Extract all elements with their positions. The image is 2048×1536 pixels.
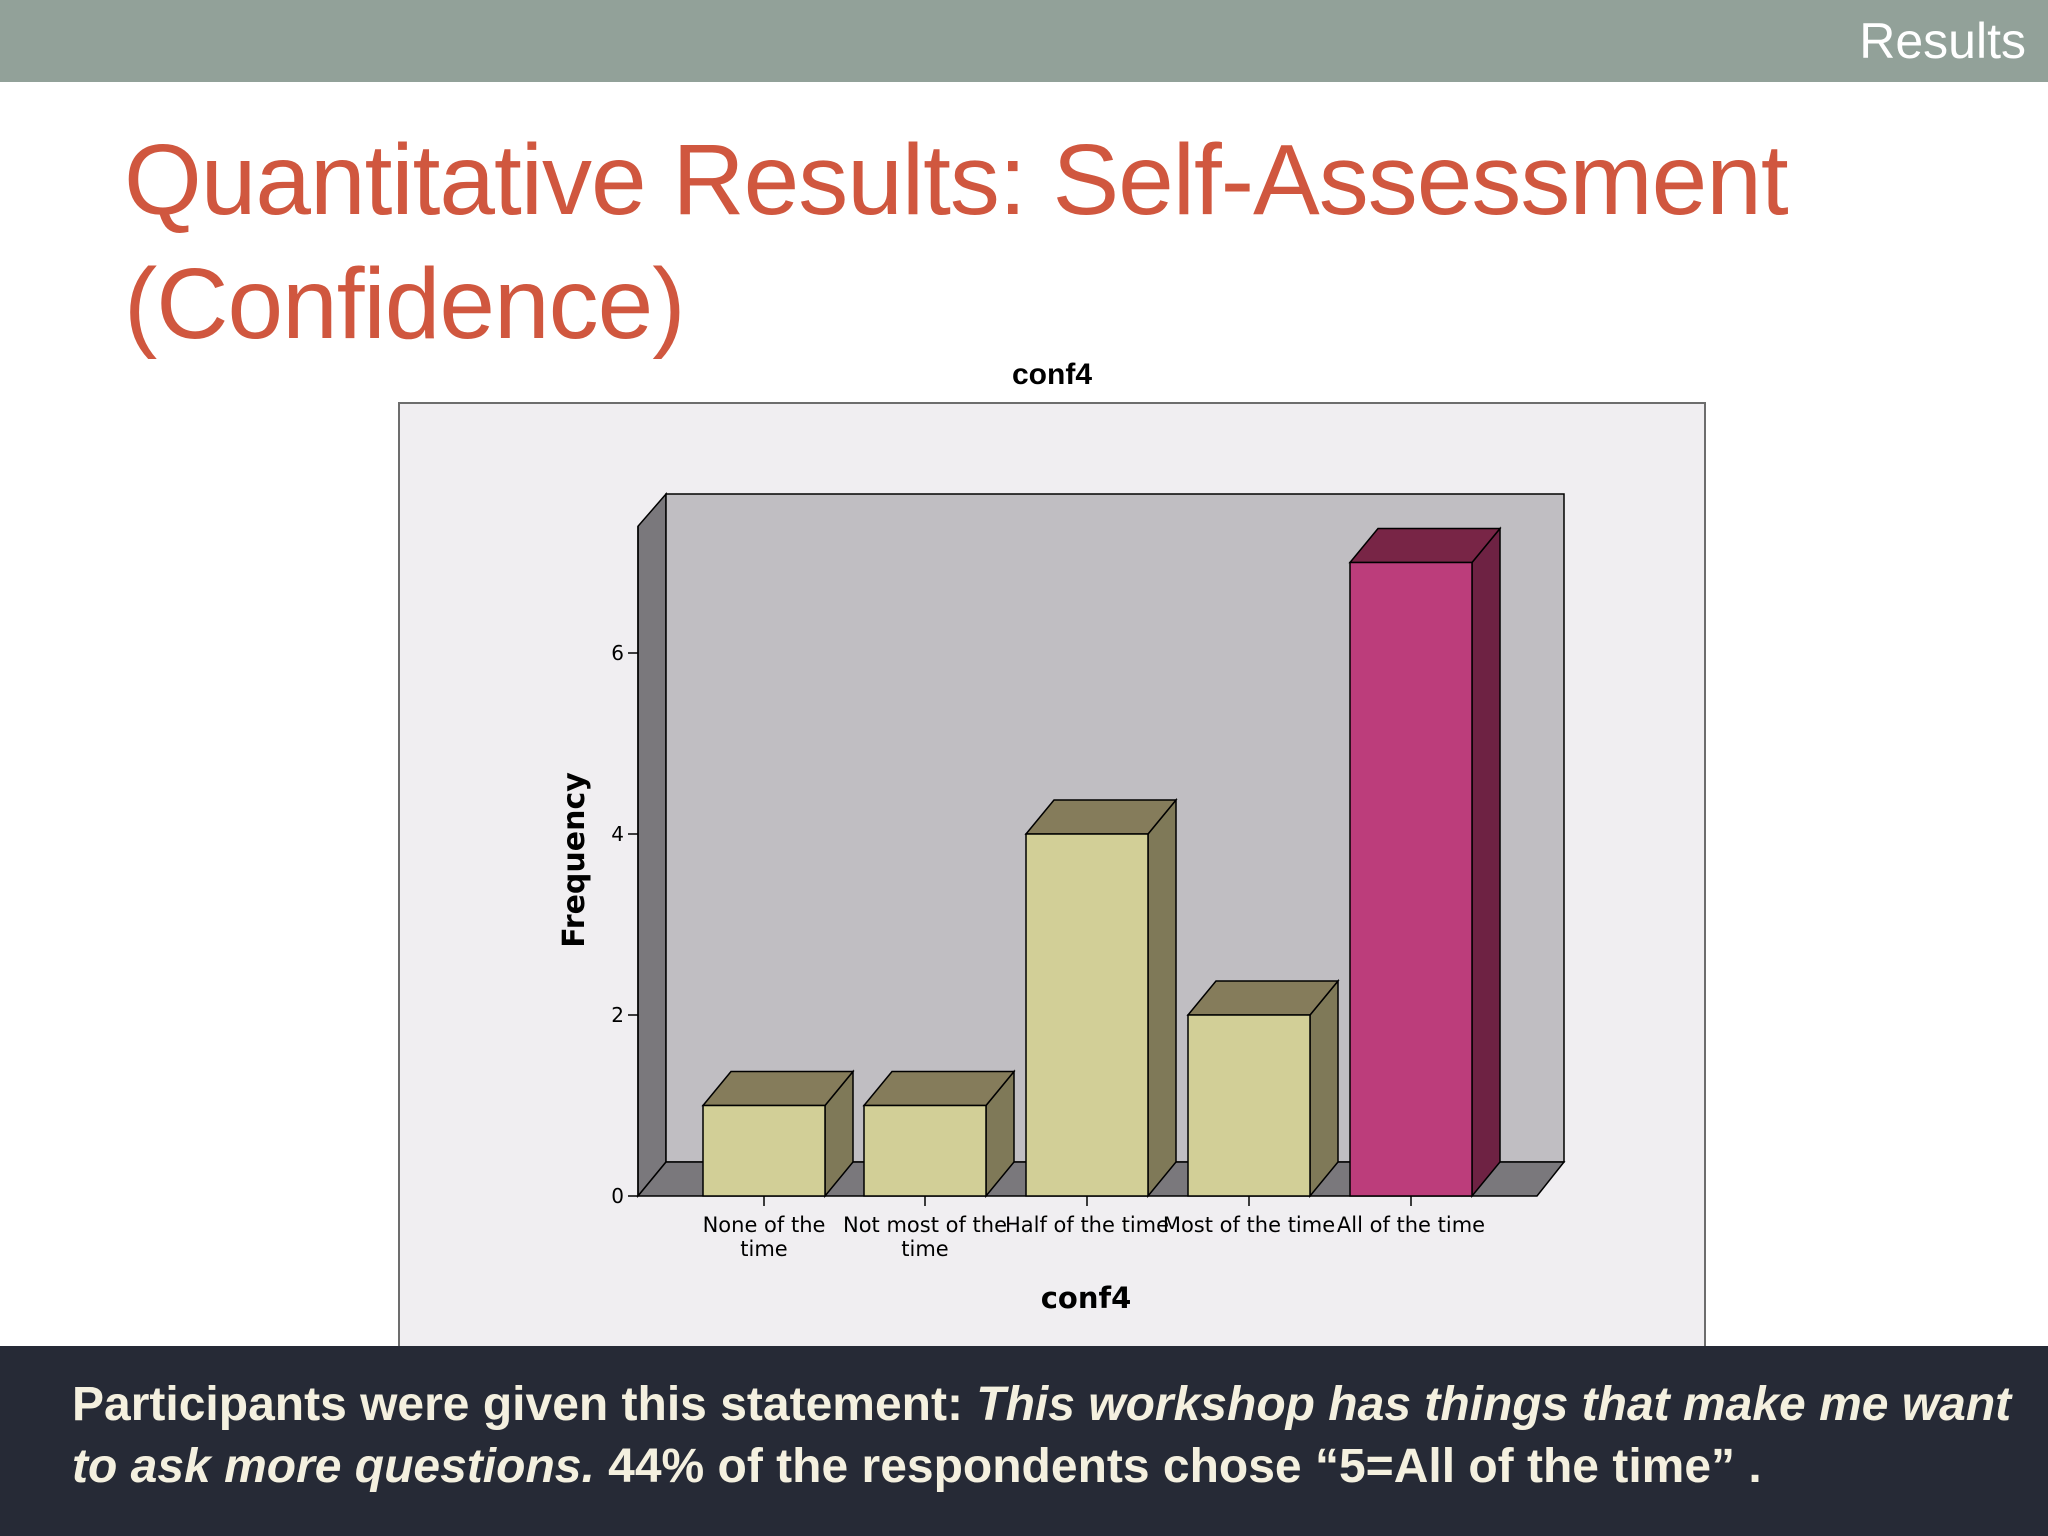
header-band: [0, 0, 2048, 82]
bar-3: [1187, 1014, 1311, 1197]
chart-title: conf4: [1011, 358, 1093, 391]
x-tick-label-4: All of the time: [1337, 1213, 1485, 1237]
bar-0: [702, 1104, 826, 1197]
bar-side-2: [1147, 797, 1177, 1199]
section-label: Results: [1859, 13, 2026, 69]
y-tick-label-0: 0: [611, 1184, 624, 1208]
bar-side-3: [1309, 978, 1339, 1199]
caption-statement: This workshop has things that make me wa…: [72, 1378, 2012, 1493]
caption-band: [0, 1346, 2048, 1536]
x-tick-label-0: None of the time: [703, 1213, 826, 1261]
y-axis-label: Frequency: [557, 772, 592, 948]
bar-1: [863, 1104, 987, 1197]
y-tick-label-2: 4: [611, 822, 624, 846]
bar-side-4: [1471, 526, 1501, 1199]
x-tick-label-3: Most of the time: [1163, 1213, 1335, 1237]
caption-lead: Participants were given this statement:: [72, 1378, 977, 1431]
x-tick-label-2: Half of the time: [1005, 1213, 1169, 1237]
caption: Participants were given this statement: …: [72, 1374, 2012, 1498]
y-tick-label-3: 6: [611, 641, 624, 665]
x-axis-label: conf4: [1041, 1281, 1132, 1315]
bar-4: [1349, 561, 1473, 1197]
bar-2: [1025, 833, 1149, 1197]
x-tick-label-1: Not most of the time: [843, 1213, 1007, 1261]
chart-side-wall: [637, 491, 667, 1199]
y-tick-label-1: 2: [611, 1003, 624, 1027]
caption-result: 44% of the respondents chose “5=All of t…: [594, 1440, 1762, 1493]
slide-title: Quantitative Results: Self-Assessment (C…: [124, 124, 1789, 360]
